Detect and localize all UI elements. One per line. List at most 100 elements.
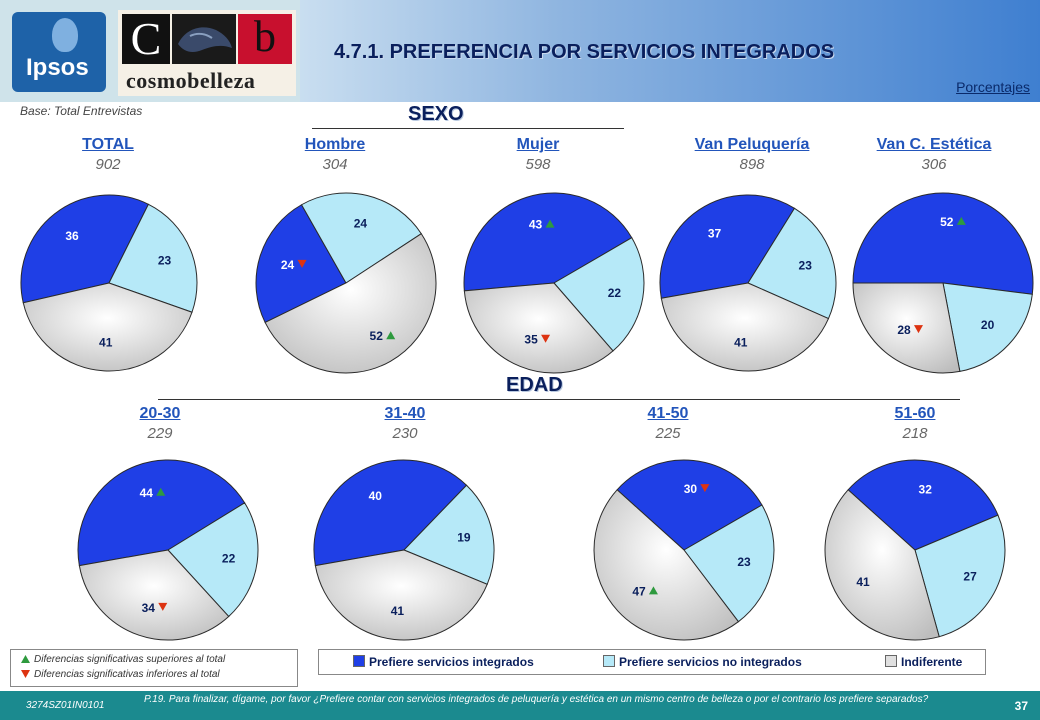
- pie-slice-integrados: [852, 192, 1034, 295]
- pie-value-text: 36: [65, 229, 79, 243]
- pie-sample-size: 225: [655, 425, 681, 442]
- pie-value-text: 41: [99, 336, 113, 350]
- pie-slice-indiferente: [463, 282, 614, 374]
- pie-value-label: 23: [799, 258, 813, 272]
- pie-value-label: 32: [919, 483, 933, 497]
- triangle-down-icon: [913, 325, 923, 334]
- pie-header-mujer: Mujer 598: [448, 136, 628, 173]
- pie-value-text: 22: [222, 552, 236, 566]
- pie-value-text: 34: [142, 601, 156, 615]
- pie-slice-integrados: [77, 459, 246, 567]
- pie-chart-van-c-est-tica: 52 20 28: [852, 192, 1034, 374]
- chart-legend: Prefiere servicios integrados Prefiere s…: [318, 649, 986, 675]
- pie-header-van-peluquer-a: Van Peluquería 898: [662, 136, 842, 173]
- units-label: Porcentajes: [956, 79, 1030, 95]
- cosmobelleza-logo: C b cosmobelleza: [118, 10, 296, 96]
- pie-sample-size: 902: [95, 156, 121, 173]
- significance-legend: Diferencias significativas superiores al…: [10, 649, 298, 687]
- pie-header-31-40: 31-40 230: [315, 405, 495, 442]
- pie-value-label: 41: [856, 575, 870, 589]
- pie-slice-integrados: [313, 459, 468, 567]
- page-title: 4.7.1. PREFERENCIA POR SERVICIOS INTEGRA…: [334, 41, 835, 63]
- pie-value-text: 24: [281, 258, 295, 272]
- pie-value-text: 41: [856, 575, 870, 589]
- legend-label: Prefiere servicios no integrados: [619, 655, 802, 669]
- pie-value-text: 40: [369, 489, 383, 503]
- triangle-down-icon: [297, 259, 307, 268]
- pie-value-label: 36: [65, 229, 79, 243]
- triangle-up-icon: [21, 655, 30, 663]
- pie-slice-indiferente: [314, 549, 488, 641]
- legend-label: Indiferente: [901, 655, 963, 669]
- pie-value-text: 20: [981, 318, 995, 332]
- pie-header-51-60: 51-60 218: [825, 405, 1005, 442]
- pie-value-text: 32: [919, 483, 933, 497]
- pie-value-label: 47: [632, 584, 658, 598]
- cosmobelleza-image: [172, 14, 236, 64]
- pie-header-20-30: 20-30 229: [70, 405, 250, 442]
- pie-chart-51-60: 32 27 41: [824, 459, 1006, 641]
- sig-down-entry: Diferencias significativas inferiores al…: [21, 669, 220, 680]
- ipsos-logo-text: Ipsos: [26, 54, 89, 81]
- pie-chart-total: 36 23 41: [20, 194, 198, 372]
- pie-value-label: 44: [140, 486, 166, 500]
- legend-item-indiferente: Indiferente: [885, 655, 962, 669]
- triangle-down-icon: [700, 484, 710, 493]
- pie-slice-no-integrados: [747, 207, 837, 320]
- page-number: 37: [1014, 699, 1028, 713]
- cosmobelleza-wordmark: cosmobelleza: [126, 68, 256, 93]
- pie-slice-integrados: [463, 192, 633, 292]
- pie-slice-indiferente: [660, 282, 830, 372]
- legend-swatch: [353, 655, 365, 667]
- triangle-up-icon: [386, 331, 396, 340]
- triangle-up-icon: [156, 487, 166, 496]
- ipsos-face-icon: [52, 18, 78, 52]
- pie-label: Van C. Estética: [876, 136, 992, 153]
- pie-value-text: 44: [140, 486, 154, 500]
- pie-slice-no-integrados: [108, 203, 198, 313]
- pie-chart-31-40: 40 19 41: [313, 459, 495, 641]
- sig-up-entry: Diferencias significativas superiores al…: [21, 654, 225, 665]
- cosmobelleza-b-letter: b: [238, 14, 292, 64]
- pie-label: Hombre: [304, 136, 366, 153]
- pie-slice-indiferente: [852, 282, 961, 374]
- base-label: Base: Total Entrevistas: [20, 104, 143, 118]
- legend-label: Prefiere servicios integrados: [369, 655, 534, 669]
- pie-slice-integrados: [847, 459, 999, 551]
- pie-chart-mujer: 43 22 35: [463, 192, 645, 374]
- pie-value-label: 24: [281, 258, 307, 272]
- pie-header-total: TOTAL 902: [18, 136, 198, 173]
- pie-value-text: 52: [940, 215, 954, 229]
- triangle-down-icon: [541, 334, 551, 343]
- pie-value-label: 34: [142, 601, 168, 615]
- triangle-up-icon: [545, 219, 555, 228]
- pie-value-label: 23: [158, 254, 172, 268]
- pie-sample-size: 230: [392, 425, 418, 442]
- pie-value-label: 37: [708, 226, 722, 240]
- footer-code: 3274SZ01IN0101: [26, 700, 105, 711]
- pie-sample-size: 598: [525, 156, 551, 173]
- header-band: [300, 0, 1040, 102]
- pie-sample-size: 304: [322, 156, 348, 173]
- pie-value-text: 22: [608, 286, 622, 300]
- pie-value-text: 52: [370, 329, 384, 343]
- pie-header-41-50: 41-50 225: [578, 405, 758, 442]
- pie-value-text: 35: [524, 333, 538, 347]
- pie-value-label: 52: [940, 215, 966, 229]
- pie-label: 51-60: [894, 405, 936, 422]
- pie-label: Mujer: [516, 136, 560, 153]
- pie-value-label: 52: [370, 329, 396, 343]
- pie-slice-indiferente: [593, 489, 740, 641]
- pie-value-text: 23: [158, 254, 172, 268]
- triangle-down-icon: [21, 670, 30, 678]
- section-divider-edad: [158, 399, 960, 400]
- pie-value-label: 20: [981, 318, 995, 332]
- triangle-down-icon: [158, 602, 168, 611]
- pie-slice-no-integrados: [403, 484, 495, 585]
- triangle-up-icon: [956, 216, 966, 225]
- pie-slice-integrados: [616, 459, 763, 551]
- pie-header-van-c-est-tica: Van C. Estética 306: [844, 136, 1024, 173]
- pie-slice-integrados: [20, 194, 150, 304]
- pie-sample-size: 306: [921, 156, 947, 173]
- pie-value-text: 41: [734, 335, 748, 349]
